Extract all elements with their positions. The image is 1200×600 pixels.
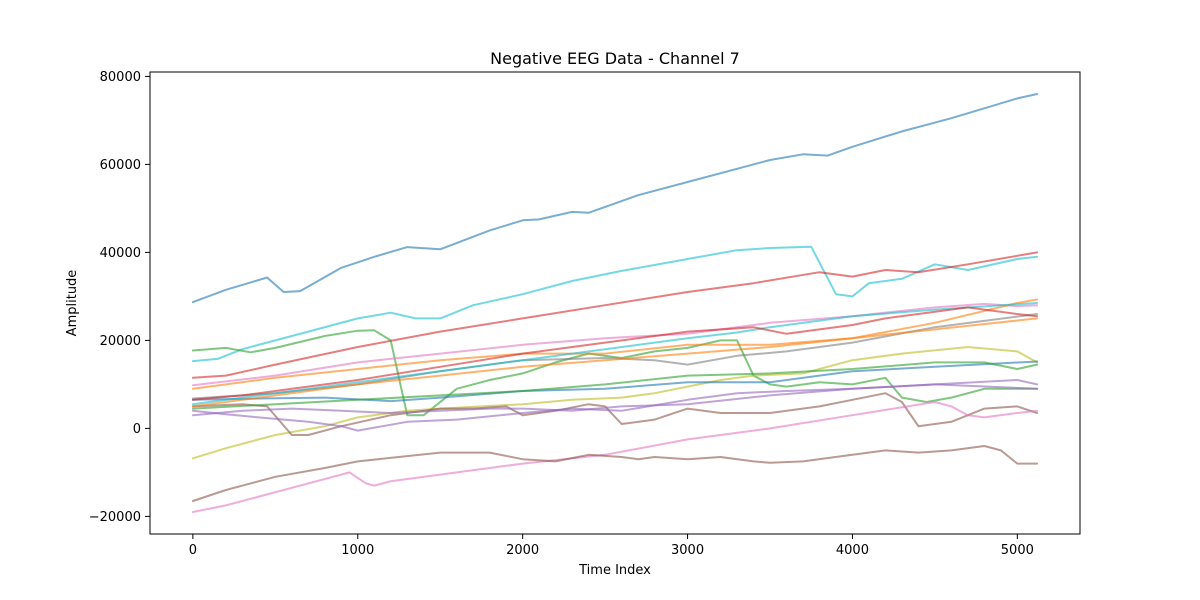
- series-line-16: [191, 445, 1039, 502]
- y-tick-label: 20000: [100, 334, 141, 349]
- series-line-3: [191, 251, 1039, 379]
- x-tick-label: 4000: [836, 543, 869, 558]
- series-layer: [191, 93, 1039, 513]
- x-tick-label: 5000: [1001, 543, 1034, 558]
- series-line-9: [191, 360, 1039, 403]
- y-tick-label: 40000: [100, 246, 141, 261]
- series-line-12: [191, 392, 1039, 436]
- x-axis-label: Time Index: [578, 563, 651, 578]
- series-line-2: [191, 245, 1039, 363]
- x-tick-label: 2000: [506, 543, 539, 558]
- series-line-6: [191, 298, 1039, 390]
- series-line-15: [191, 401, 1039, 513]
- x-axis: 0 1000 2000 3000 4000 5000: [189, 534, 1034, 558]
- y-tick-label: 80000: [100, 70, 141, 85]
- x-tick-label: 1000: [341, 543, 374, 558]
- series-line-18: [191, 317, 1039, 408]
- y-tick-label: 60000: [100, 158, 141, 173]
- y-tick-label: 0: [133, 422, 141, 437]
- x-tick-label: 0: [189, 543, 197, 558]
- plot-frame: [149, 71, 1081, 535]
- y-tick-label: −20000: [89, 510, 141, 525]
- series-line-14: [191, 383, 1039, 432]
- series-line-17: [191, 361, 1039, 410]
- x-tick-label: 3000: [671, 543, 704, 558]
- series-line-10: [191, 302, 1039, 406]
- series-line-5: [191, 302, 1039, 387]
- y-axis-label: Amplitude: [65, 270, 80, 337]
- series-line-11: [191, 306, 1039, 401]
- y-axis: −20000 0 20000 40000 60000 80000: [89, 70, 150, 525]
- chart-title: Negative EEG Data - Channel 7: [490, 49, 740, 68]
- series-line-1: [191, 93, 1039, 304]
